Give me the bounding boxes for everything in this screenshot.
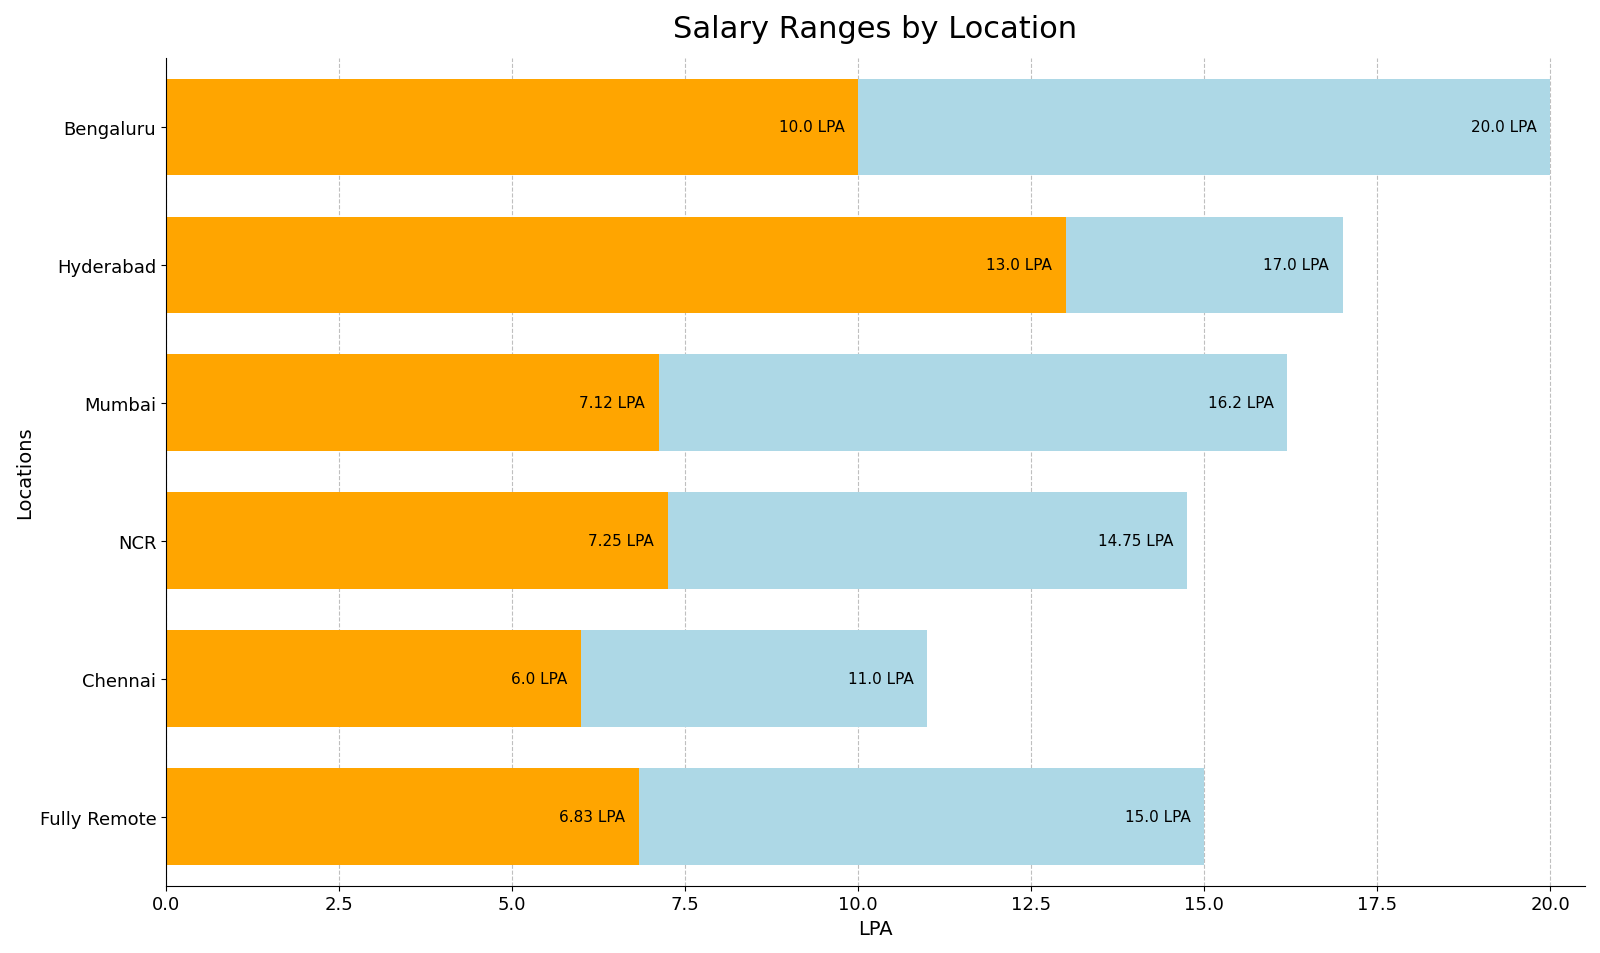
Text: 6.0 LPA: 6.0 LPA	[512, 672, 568, 686]
Y-axis label: Locations: Locations	[14, 426, 34, 518]
Bar	[659, 355, 1288, 452]
Text: 15.0 LPA: 15.0 LPA	[1125, 809, 1190, 824]
Bar	[166, 217, 1066, 314]
Bar	[581, 631, 928, 727]
Text: 16.2 LPA: 16.2 LPA	[1208, 395, 1274, 411]
Text: 11.0 LPA: 11.0 LPA	[848, 672, 914, 686]
Text: 17.0 LPA: 17.0 LPA	[1262, 258, 1330, 273]
Bar	[166, 355, 659, 452]
Bar	[166, 769, 638, 865]
Bar	[638, 769, 1205, 865]
Title: Salary Ranges by Location: Salary Ranges by Location	[674, 15, 1077, 44]
Text: 13.0 LPA: 13.0 LPA	[986, 258, 1053, 273]
Text: 20.0 LPA: 20.0 LPA	[1470, 120, 1536, 135]
Bar	[1066, 217, 1342, 314]
Bar	[858, 79, 1550, 176]
Text: 6.83 LPA: 6.83 LPA	[558, 809, 626, 824]
Bar	[166, 79, 858, 176]
Text: 7.12 LPA: 7.12 LPA	[579, 395, 645, 411]
Bar	[166, 493, 667, 590]
Text: 14.75 LPA: 14.75 LPA	[1098, 534, 1173, 549]
Text: 7.25 LPA: 7.25 LPA	[589, 534, 654, 549]
Bar	[667, 493, 1187, 590]
X-axis label: LPA: LPA	[858, 919, 893, 938]
Text: 10.0 LPA: 10.0 LPA	[779, 120, 845, 135]
Bar	[166, 631, 581, 727]
